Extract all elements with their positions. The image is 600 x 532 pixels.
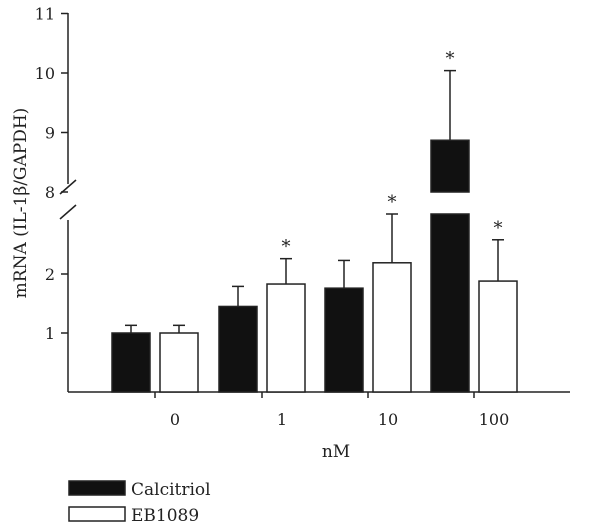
y-tick-label: 8 [45, 183, 55, 202]
y-tick-label: 2 [45, 265, 55, 284]
labels: 1 2 8 9 10 11 0 1 * 10 * 100 * * mRNA (IL-1β/GAPDH) nM [11, 5, 509, 463]
bar-calcitriol-0 [111, 332, 151, 393]
axes [59, 12, 570, 398]
axis-break-mark-lower [59, 204, 77, 220]
bar-eb1089-10 [372, 262, 412, 393]
legend: Calcitriol EB1089 [68, 480, 211, 526]
x-tick-label: 1 [277, 410, 287, 429]
significance-marker: * [282, 237, 291, 258]
legend-label-calcitriol: Calcitriol [131, 480, 211, 500]
x-tick-label: 10 [378, 410, 398, 429]
x-tick-label: 100 [479, 410, 510, 429]
bars [111, 69, 518, 393]
bar-calcitriol-10 [324, 287, 364, 393]
x-axis-title: nM [322, 442, 350, 462]
y-tick-label: 11 [35, 5, 55, 24]
significance-marker: * [494, 218, 503, 239]
bar-calcitriol-1 [218, 305, 258, 393]
y-axis-title: mRNA (IL-1β/GAPDH) [11, 108, 31, 299]
x-tick-label: 0 [170, 410, 180, 429]
y-tick-label: 10 [35, 64, 55, 83]
bar-eb1089-1 [266, 283, 306, 393]
legend-swatch-calcitriol [68, 480, 126, 496]
significance-marker: * [446, 49, 455, 70]
bar-eb1089-0 [159, 332, 199, 393]
bar-calcitriol-100-lower [430, 213, 470, 393]
significance-marker: * [388, 192, 397, 213]
legend-label-eb1089: EB1089 [131, 506, 199, 526]
legend-swatch-eb1089 [68, 506, 126, 522]
y-tick-label: 9 [45, 124, 55, 143]
bar-calcitriol-100-upper [430, 139, 470, 193]
y-tick-label: 1 [45, 324, 55, 343]
bar-eb1089-100 [478, 280, 518, 393]
